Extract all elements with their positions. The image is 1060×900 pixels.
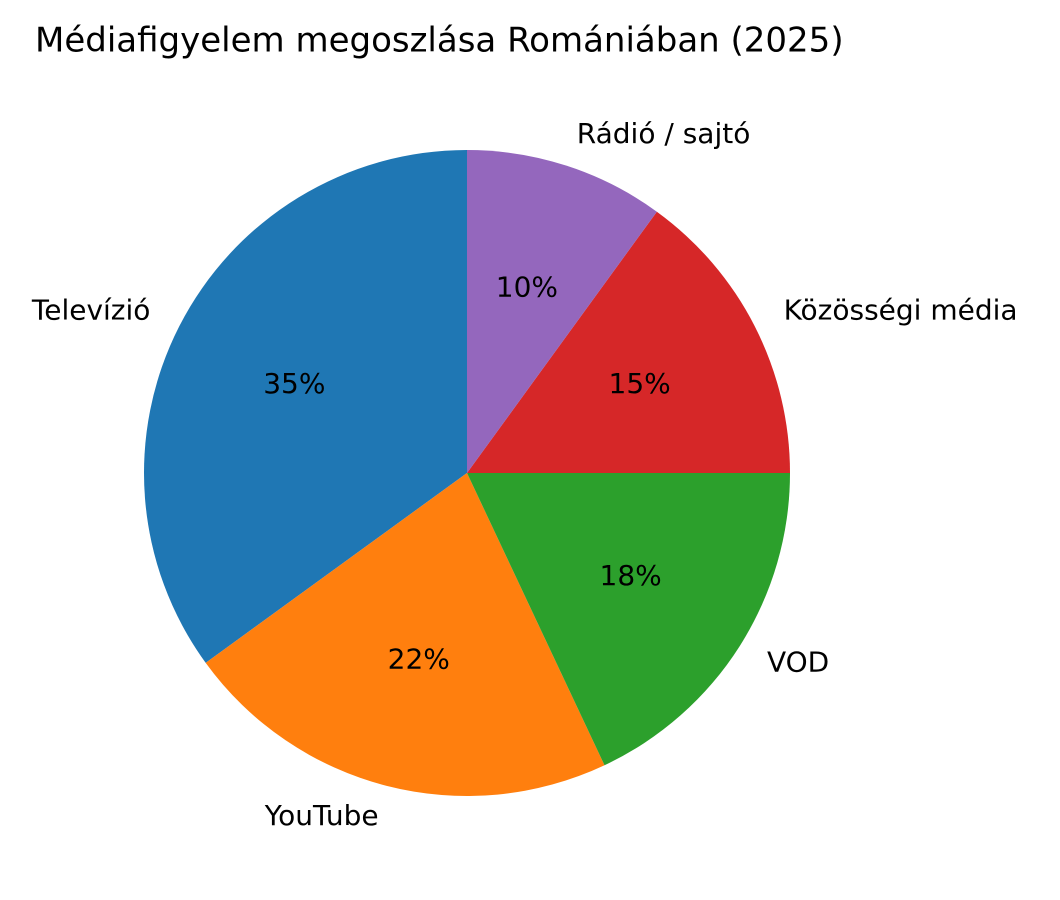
pie-slice bbox=[144, 150, 467, 663]
value-label: 15% bbox=[609, 367, 671, 400]
pie-slice bbox=[467, 473, 790, 766]
slice-label: VOD bbox=[767, 645, 829, 678]
pie-slice bbox=[467, 211, 790, 474]
value-label: 10% bbox=[496, 271, 558, 304]
value-label: 18% bbox=[600, 559, 662, 592]
slice-label: Televízió bbox=[31, 294, 151, 327]
pie-slice bbox=[467, 150, 657, 473]
slice-label: Rádió / sajtó bbox=[577, 117, 751, 150]
slice-label: YouTube bbox=[264, 799, 379, 832]
chart-title: Médiafigyelem megoszlása Romániában (202… bbox=[35, 21, 844, 61]
slice-label: Közösségi média bbox=[784, 294, 1018, 327]
value-label: 35% bbox=[263, 367, 325, 400]
pie-slice bbox=[205, 473, 605, 797]
value-label: 22% bbox=[388, 643, 450, 676]
